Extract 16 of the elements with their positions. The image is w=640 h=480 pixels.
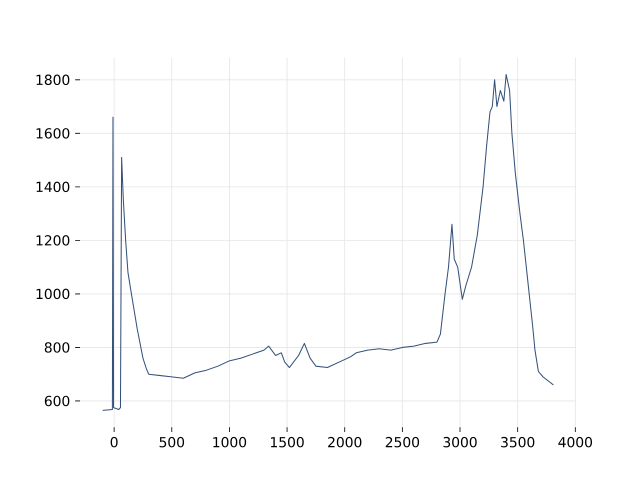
y-tick-label: 800 [44, 342, 70, 353]
y-tick-label: 1400 [36, 182, 70, 192]
x-tick-label: 4000 [558, 436, 592, 448]
x-tick-label: 0 [110, 436, 118, 448]
y-tick-label: 1200 [36, 235, 70, 246]
x-tick-label: 2000 [328, 436, 362, 448]
x-tick-label: 3000 [443, 436, 477, 448]
x-tick-label: 3500 [501, 436, 534, 448]
x-tick-label: 2500 [386, 436, 420, 448]
y-tick-label: 1600 [36, 128, 70, 139]
x-tick-label: 1000 [213, 436, 246, 448]
y-tick-label: 1000 [36, 288, 70, 300]
x-tick-label: 1500 [270, 436, 304, 448]
x-tick-label: 500 [160, 436, 184, 448]
y-tick-label: 1800 [36, 74, 70, 86]
y-tick-label: 600 [44, 396, 70, 406]
